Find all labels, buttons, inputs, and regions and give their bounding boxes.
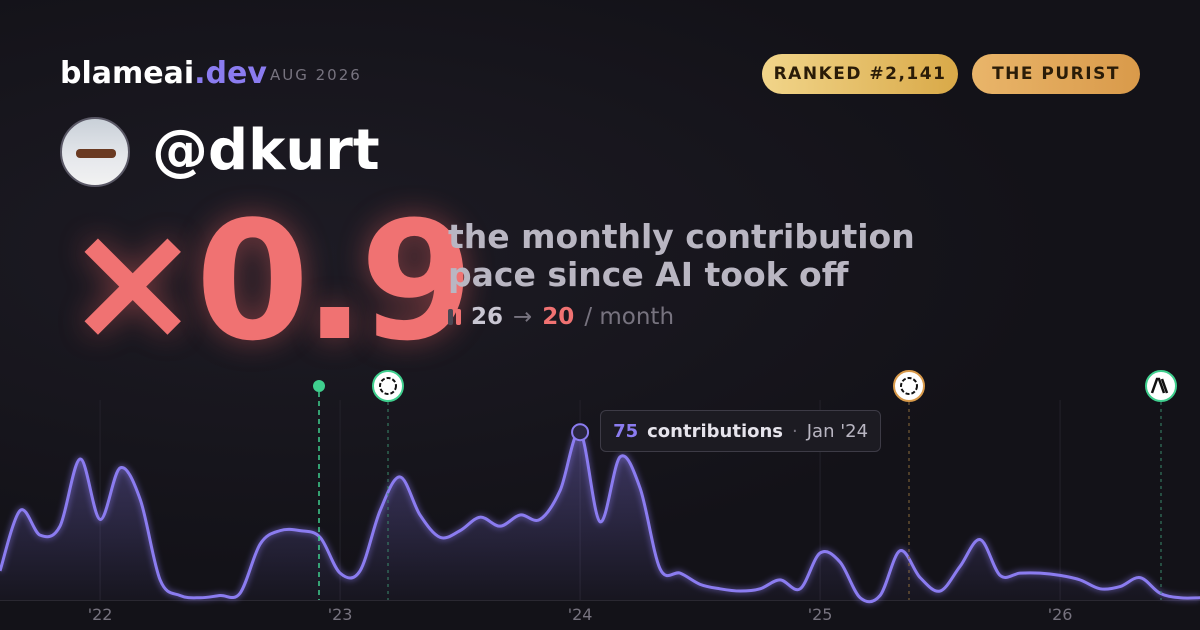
tooltip: 75 contributions · Jan '24 [600,410,882,452]
description: the monthly contribution pace since AI to… [448,218,915,294]
openai-logo [379,377,397,395]
stat-after: 20 [542,304,575,330]
tooltip-date: Jan '24 [806,420,869,442]
x-tick-label: '24 [568,605,593,624]
brand-tld: .dev [194,56,267,91]
date: AUG 2026 [270,66,362,84]
stat-before: 26 [471,304,504,330]
stats: 26 → 20 / month [448,304,674,330]
avatar [60,117,130,187]
stat-unit: / month [584,304,675,330]
x-tick-label: '26 [1048,605,1073,624]
line [0,430,1200,604]
stats-icon [448,309,461,325]
description-line: pace since AI took off [448,255,849,294]
x-tick-label: '22 [88,605,113,624]
stat-arrow: → [513,304,533,330]
tooltip-value: 75 [613,420,639,442]
events [313,370,1177,600]
x-tick-label: '25 [808,605,833,624]
event-dot [313,380,325,392]
rank-badge: RANKED #2,141 [762,54,958,94]
multiplier: ×0.9 [64,186,474,377]
openai-icon [372,370,404,402]
tooltip-label: contributions [647,420,784,442]
title-badge: THE PURIST [972,54,1140,94]
openai-logo [900,377,918,395]
description-line: the monthly contribution [448,217,915,256]
username: @dkurt [152,118,380,183]
brand: blameai.dev [60,56,267,91]
peak-marker [571,423,590,442]
anthropic-logo [1150,377,1169,394]
area [0,431,1200,602]
x-tick-label: '23 [328,605,353,624]
openai-icon [893,370,925,402]
brand-name: blameai [60,56,195,91]
